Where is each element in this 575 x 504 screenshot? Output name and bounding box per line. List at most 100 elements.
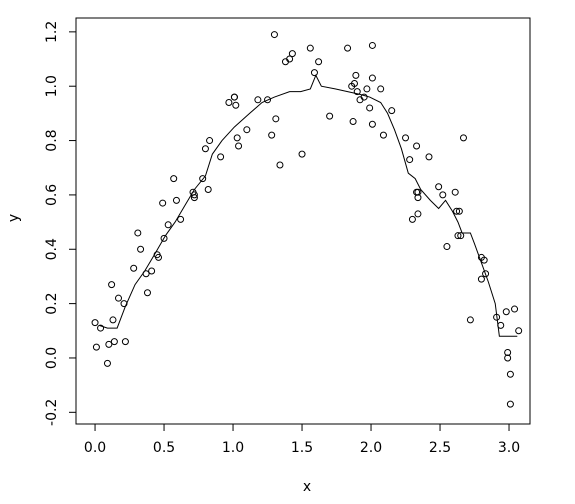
point	[108, 281, 116, 289]
y-tick-label: 1.0	[44, 75, 60, 97]
x-tick-label: 2.5	[429, 440, 451, 456]
point	[363, 85, 371, 93]
point	[453, 207, 461, 215]
point	[414, 210, 422, 218]
point	[352, 71, 360, 79]
point	[110, 338, 118, 346]
point	[368, 120, 376, 128]
point	[201, 145, 209, 153]
point	[482, 270, 490, 278]
y-tick-label: 0.8	[44, 129, 60, 151]
point	[288, 50, 296, 58]
point	[515, 327, 523, 335]
point	[121, 338, 129, 346]
point	[326, 112, 334, 120]
x-tick-label: 0.5	[153, 440, 175, 456]
x-tick-label: 3.0	[498, 440, 520, 456]
point	[402, 134, 410, 142]
y-tick-label: -0.2	[44, 399, 60, 426]
point	[310, 69, 318, 77]
point	[270, 31, 278, 39]
point	[160, 234, 168, 242]
point	[435, 183, 443, 191]
point	[230, 93, 238, 101]
point	[243, 126, 251, 134]
point	[199, 175, 207, 183]
point	[268, 131, 276, 139]
point	[360, 93, 368, 101]
point	[504, 354, 512, 362]
x-tick-label: 1.5	[291, 440, 313, 456]
point	[306, 44, 314, 52]
point	[414, 194, 422, 202]
point	[172, 196, 180, 204]
point	[272, 115, 280, 123]
point	[377, 85, 385, 93]
point	[506, 370, 514, 378]
point	[413, 142, 421, 150]
point	[264, 96, 272, 104]
point	[177, 215, 185, 223]
point	[504, 349, 512, 357]
point	[298, 150, 306, 158]
point	[109, 316, 117, 324]
point	[379, 131, 387, 139]
point	[344, 44, 352, 52]
point	[148, 267, 156, 275]
point	[105, 340, 113, 348]
point	[164, 221, 172, 229]
y-axis-label: y	[6, 214, 22, 222]
point	[443, 243, 451, 251]
point	[480, 256, 488, 264]
point	[103, 359, 111, 367]
point	[276, 161, 284, 169]
point	[134, 229, 142, 237]
point	[368, 74, 376, 82]
y-tick-label: 0.0	[44, 347, 60, 369]
point	[206, 137, 214, 145]
x-tick-label: 2.0	[360, 440, 382, 456]
point	[233, 134, 241, 142]
y-tick-label: 0.4	[44, 238, 60, 260]
point	[286, 55, 294, 63]
point	[137, 245, 145, 253]
smooth-line	[99, 74, 518, 337]
x-tick-label: 0.0	[84, 440, 106, 456]
point	[439, 191, 447, 199]
y-tick-label: 0.2	[44, 292, 60, 314]
point	[502, 308, 510, 316]
point	[368, 41, 376, 49]
point	[155, 253, 163, 261]
point	[254, 96, 262, 104]
point	[454, 232, 462, 240]
point	[204, 185, 212, 193]
point	[159, 199, 167, 207]
point	[115, 294, 123, 302]
point	[130, 264, 138, 272]
point	[170, 175, 178, 183]
point	[350, 79, 358, 87]
point	[457, 232, 465, 240]
point	[455, 207, 463, 215]
point	[190, 194, 198, 202]
point	[232, 101, 240, 109]
x-tick-label: 1.0	[222, 440, 244, 456]
point	[97, 324, 105, 332]
point	[91, 319, 99, 327]
point	[408, 215, 416, 223]
point	[353, 88, 361, 96]
x-axis-label: x	[303, 479, 311, 495]
point	[366, 104, 374, 112]
point	[92, 343, 100, 351]
point	[225, 99, 233, 107]
point	[388, 107, 396, 115]
y-tick-label: 0.6	[44, 184, 60, 206]
point	[406, 156, 414, 164]
point	[235, 142, 243, 150]
plot-frame	[75, 17, 531, 425]
point	[466, 316, 474, 324]
point	[414, 188, 422, 196]
point	[315, 58, 323, 66]
point	[143, 289, 151, 297]
